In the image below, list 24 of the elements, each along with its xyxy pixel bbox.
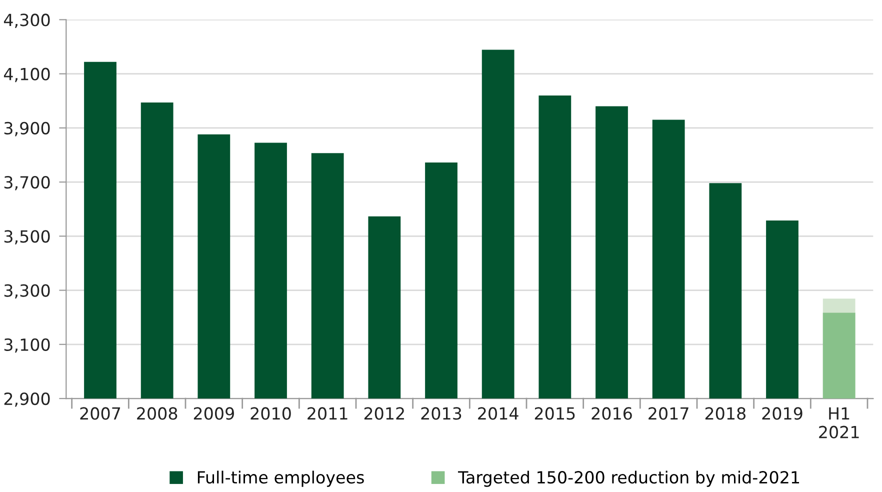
x-tick-label: 2011 [308,407,348,420]
x-tick-label: 2017 [648,407,688,420]
x-tick-label: 2007 [80,407,120,420]
y-tick-label: 4,100 [4,68,50,82]
x-tick-label: 2012 [364,407,404,420]
legend-label: Targeted 150-200 reduction by mid-2021 [458,470,800,487]
y-tick-label: 3,700 [4,176,50,190]
y-tick-label: 3,900 [4,122,50,136]
y-tick-label: 4,300 [4,14,50,28]
legend-label: Full-time employees [198,470,364,487]
x-tick-label: 2018 [705,407,746,420]
y-tick-label: 3,300 [4,284,50,299]
x-tick-label: 2019 [762,407,802,420]
x-tick-label: 2015 [534,407,575,420]
x-tick-label: 2013 [421,407,462,420]
y-tick-label: 3,500 [4,230,50,244]
x-tick-label: 2014 [478,407,518,420]
x-tick-label: 2009 [194,407,234,420]
x-tick-label: 2010 [250,407,291,420]
x-tick-label: 2008 [137,407,178,420]
y-tick-label: 2,900 [4,392,50,407]
x-tick-label: 2016 [592,407,632,420]
y-tick-label: 3,100 [4,338,50,353]
x-tick-label: H1 2021 [819,407,859,438]
